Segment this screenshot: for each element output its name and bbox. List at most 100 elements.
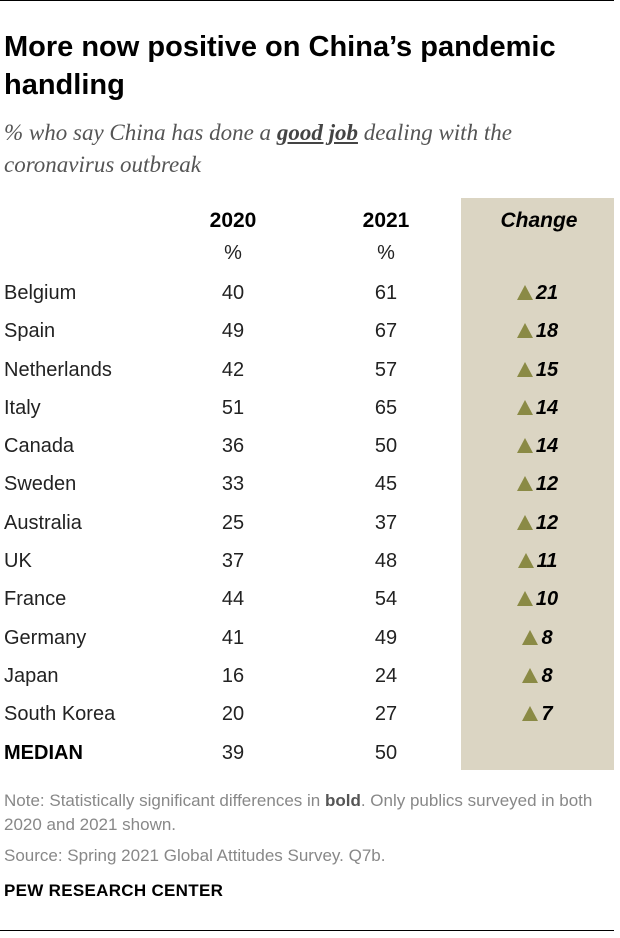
up-triangle-icon — [516, 399, 533, 415]
country-label: Italy — [4, 396, 41, 419]
change-number: 18 — [535, 320, 559, 343]
value-2021: 57 — [374, 358, 398, 381]
up-triangle-icon — [516, 361, 533, 377]
change-number: 10 — [535, 588, 559, 611]
table-row: Italy 51 65 14 — [0, 390, 614, 428]
value-2020: 51 — [221, 396, 245, 419]
subtitle-lead: % who say China has done a — [4, 120, 277, 145]
country-label: France — [4, 588, 67, 611]
table-row: South Korea 20 27 7 — [0, 696, 614, 734]
up-triangle-icon — [522, 629, 539, 645]
up-triangle-icon — [522, 706, 539, 722]
median-2020: 39 — [221, 741, 245, 764]
table-row: Japan 16 24 8 — [0, 658, 614, 696]
value-2020: 44 — [221, 588, 245, 611]
table-row: Australia 25 37 12 — [0, 505, 614, 543]
chart-title: More now positive on China’s pandemic ha… — [4, 31, 556, 101]
value-2020: 37 — [221, 550, 245, 573]
country-label: Canada — [4, 435, 75, 458]
value-2020: 36 — [221, 435, 245, 458]
table-row: France 44 54 10 — [0, 581, 614, 619]
column-header-2021: 2021 — [362, 209, 410, 232]
note-lead: Note: Statistically significant differen… — [4, 791, 325, 810]
country-label: South Korea — [4, 703, 116, 726]
change-value: 15 — [461, 358, 614, 382]
change-value: 10 — [461, 587, 614, 611]
table-row: Canada 36 50 14 — [0, 428, 614, 466]
value-2021: 27 — [374, 703, 398, 726]
column-header-change: Change — [500, 209, 578, 232]
up-triangle-icon — [522, 667, 539, 683]
brand-logo-text: PEW RESEARCH CENTER — [4, 881, 224, 900]
bottom-rule — [0, 930, 614, 931]
up-triangle-icon — [516, 476, 533, 492]
value-2021: 49 — [374, 626, 398, 649]
data-table: Belgium 40 61 21 Spain 49 67 18 Netherlands 42 57 1… — [0, 275, 614, 773]
source-line: Source: Spring 2021 Global Attitudes Sur… — [4, 846, 386, 865]
change-value: 12 — [461, 511, 614, 535]
change-number: 8 — [541, 664, 553, 687]
change-value: 21 — [461, 281, 614, 305]
change-number: 12 — [535, 473, 559, 496]
value-2020: 41 — [221, 626, 245, 649]
change-number: 14 — [535, 396, 559, 419]
country-label: Germany — [4, 626, 87, 649]
country-label: Australia — [4, 511, 82, 534]
country-label: Netherlands — [4, 358, 112, 381]
value-2020: 40 — [221, 282, 245, 304]
top-rule — [0, 0, 614, 1]
change-value: 12 — [461, 472, 614, 496]
change-number: 15 — [535, 358, 559, 381]
up-triangle-icon — [516, 323, 533, 339]
value-2021: 67 — [374, 320, 398, 343]
change-value: 8 — [461, 664, 614, 688]
footnote: Note: Statistically significant differen… — [4, 789, 614, 837]
change-number: 11 — [536, 550, 558, 573]
value-2021: 61 — [374, 282, 398, 304]
change-number: 14 — [535, 435, 559, 458]
country-label: Sweden — [4, 473, 77, 496]
change-value: 14 — [461, 396, 614, 420]
change-number: 7 — [541, 703, 553, 726]
change-value: 14 — [461, 434, 614, 458]
country-label: Spain — [4, 320, 56, 343]
subtitle-tail: dealing with the coronavirus outbreak — [4, 120, 512, 177]
up-triangle-icon — [516, 591, 533, 607]
value-2021: 65 — [374, 396, 398, 419]
value-2020: 33 — [221, 473, 245, 496]
value-2020: 42 — [221, 358, 245, 381]
value-2020: 20 — [221, 703, 245, 726]
value-2020: 16 — [221, 664, 245, 687]
value-2021: 54 — [374, 588, 398, 611]
change-value: 8 — [461, 626, 614, 650]
value-2021: 37 — [374, 511, 398, 534]
table-row: Sweden 33 45 12 — [0, 466, 614, 504]
chart-subtitle: % who say China has done a good job deal… — [4, 117, 614, 181]
note-tail: . Only publics surveyed in both 2020 and… — [4, 791, 593, 834]
median-row: MEDIAN 39 50 — [0, 735, 614, 773]
subtitle-emphasis: good job — [276, 120, 358, 145]
median-2021: 50 — [374, 741, 398, 764]
up-triangle-icon — [517, 553, 534, 569]
unit-label-2020: % — [224, 242, 242, 264]
up-triangle-icon — [516, 514, 533, 530]
country-label: Belgium — [4, 282, 77, 304]
table-row: Spain 49 67 18 — [0, 313, 614, 351]
country-label: Japan — [4, 664, 59, 687]
value-2021: 48 — [374, 550, 398, 573]
change-number: 8 — [541, 626, 553, 649]
up-triangle-icon — [516, 285, 533, 300]
up-triangle-icon — [516, 438, 533, 454]
value-2020: 25 — [221, 511, 245, 534]
table-row: Netherlands 42 57 15 — [0, 352, 614, 390]
change-number: 12 — [535, 511, 559, 534]
table-row: Germany 41 49 8 — [0, 620, 614, 658]
change-number: 21 — [535, 282, 559, 304]
country-label: UK — [4, 550, 32, 573]
change-value: 11 — [461, 549, 614, 573]
table-row: UK 37 48 11 — [0, 543, 614, 581]
value-2021: 50 — [374, 435, 398, 458]
median-label: MEDIAN — [4, 741, 83, 764]
value-2020: 49 — [221, 320, 245, 343]
note-bold: bold — [324, 791, 361, 810]
